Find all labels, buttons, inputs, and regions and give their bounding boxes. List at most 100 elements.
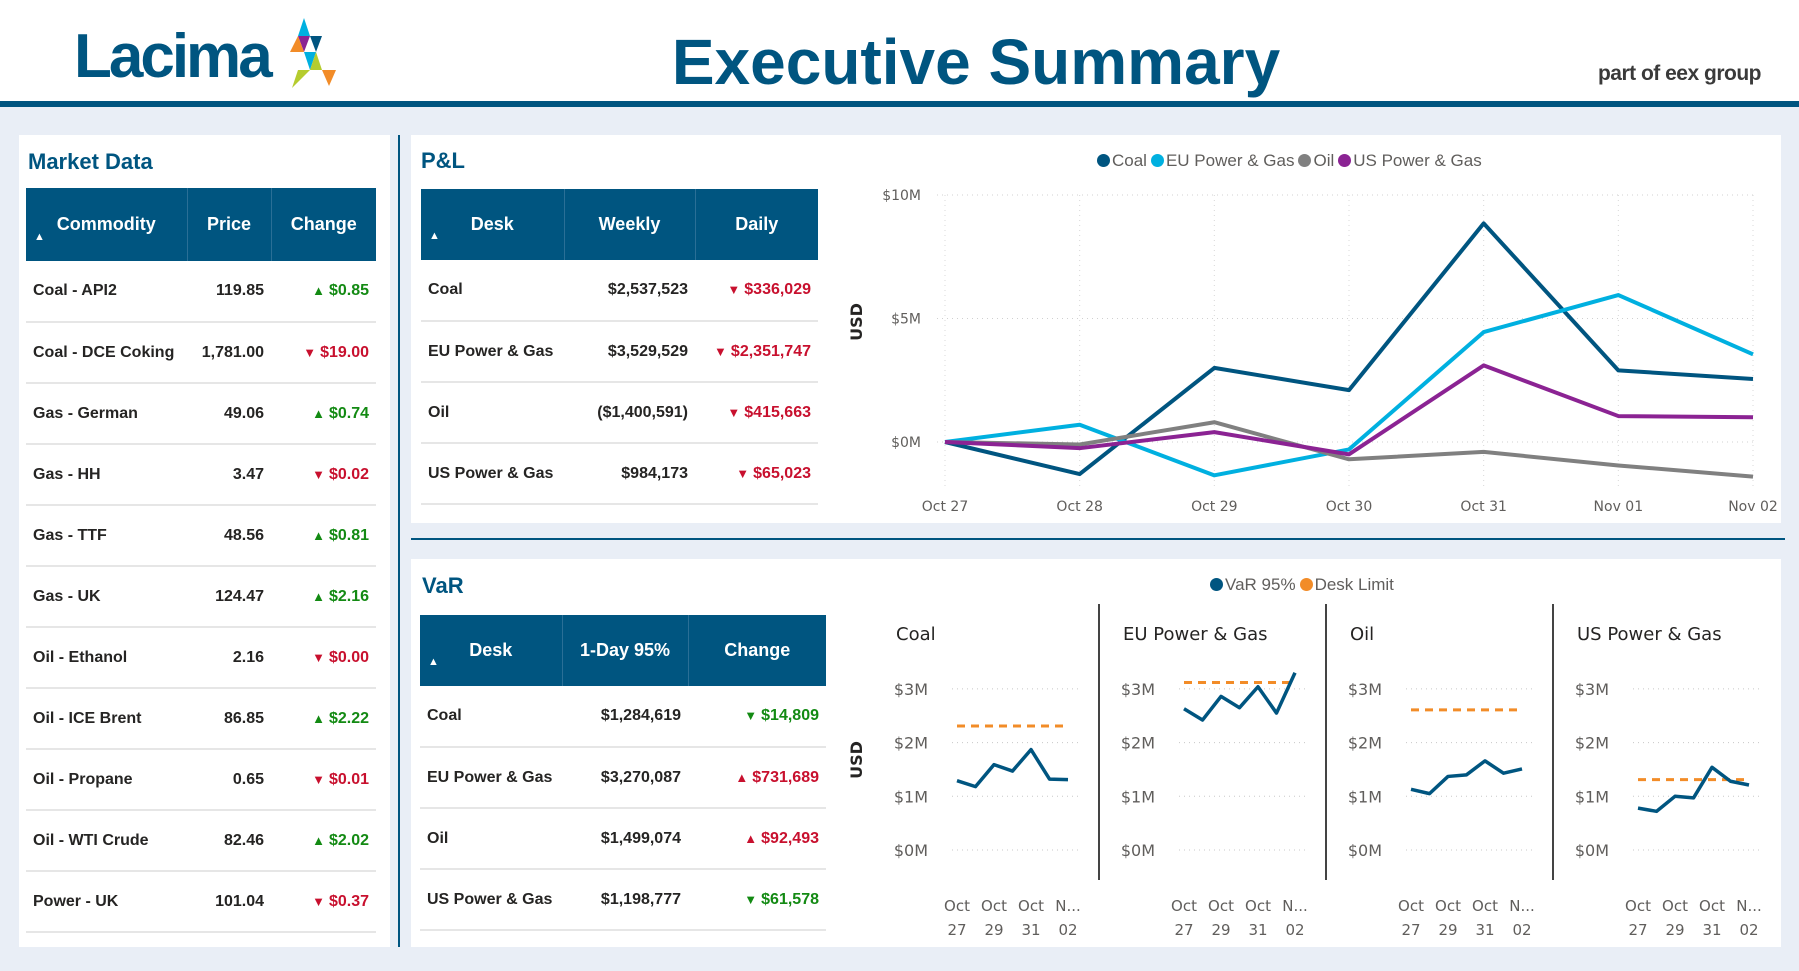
price-cell: 0.65 bbox=[187, 749, 271, 811]
table-row[interactable]: Gas - HH 3.47 ▼ $0.02 bbox=[26, 444, 376, 506]
x-tick-label: Oct bbox=[1699, 897, 1725, 915]
table-row[interactable]: Oil $1,499,074 ▲ $92,493 bbox=[420, 808, 826, 870]
change-cell: ▼ $61,578 bbox=[688, 869, 826, 931]
table-row[interactable]: Coal $1,284,619 ▼ $14,809 bbox=[420, 686, 826, 748]
column-header-1day-95[interactable]: 1-Day 95% bbox=[562, 615, 689, 686]
x-tick-label: 27 bbox=[1401, 921, 1420, 939]
legend-item[interactable]: Oil bbox=[1313, 151, 1335, 170]
legend-item[interactable]: US Power & Gas bbox=[1353, 151, 1482, 170]
price-cell: 101.04 bbox=[187, 871, 271, 933]
y-tick-label: $3M bbox=[1121, 680, 1155, 699]
column-header-desk[interactable]: Desk ▲ bbox=[420, 615, 563, 686]
column-header-price[interactable]: Price bbox=[187, 188, 272, 261]
change-value: $2.02 bbox=[328, 831, 369, 849]
table-row[interactable]: EU Power & Gas $3,529,529 ▼ $2,351,747 bbox=[421, 321, 818, 383]
var-panel-coal: Coal $0M $1M $2M $3M Oct 27 Oct 29 Oct 31 N... 02 bbox=[894, 624, 1081, 939]
table-row[interactable]: US Power & Gas $984,173 ▼ $65,023 bbox=[421, 443, 818, 505]
table-row[interactable]: Oil ($1,400,591) ▼ $415,663 bbox=[421, 382, 818, 444]
y-tick-label: $2M bbox=[1348, 734, 1382, 753]
change-value: $0.81 bbox=[328, 526, 369, 544]
column-header-daily[interactable]: Daily bbox=[695, 189, 818, 260]
legend-dot-icon bbox=[1150, 154, 1164, 167]
table-row[interactable]: Power - UK 101.04 ▼ $0.37 bbox=[26, 871, 376, 933]
var-95-line[interactable] bbox=[1183, 672, 1297, 722]
series-line-us-power-gas[interactable] bbox=[944, 363, 1754, 457]
price-cell: 124.47 bbox=[187, 566, 271, 628]
triangle-down-icon: ▼ bbox=[312, 649, 325, 665]
column-header-desk[interactable]: Desk ▲ bbox=[421, 189, 565, 260]
change-value: $61,578 bbox=[761, 890, 819, 908]
commodity-cell: Gas - German bbox=[26, 383, 187, 445]
change-value: $336,029 bbox=[744, 281, 811, 298]
column-header-commodity[interactable]: Commodity ▲ bbox=[26, 188, 188, 261]
change-cell: ▼ $0.37 bbox=[271, 871, 376, 933]
change-cell: ▼ $336,029 bbox=[695, 260, 818, 322]
series-line-coal[interactable] bbox=[944, 221, 1754, 477]
sort-ascending-icon: ▲ bbox=[34, 231, 45, 243]
x-tick-label: Oct 30 bbox=[1326, 499, 1372, 515]
var-small-multiples-chart: USD Coal $0M $1M $2M $3M Oct 27 Oct 29 Oct 31 N... 02… bbox=[847, 604, 1762, 939]
table-row[interactable]: Oil - Propane 0.65 ▼ $0.01 bbox=[26, 749, 376, 811]
column-header-change[interactable]: Change bbox=[271, 188, 376, 261]
triangle-down-icon: ▼ bbox=[312, 893, 325, 909]
table-row[interactable]: Oil - ICE Brent 86.85 ▲ $2.22 bbox=[26, 688, 376, 750]
change-value: $0.37 bbox=[328, 892, 369, 910]
triangle-up-icon: ▲ bbox=[744, 830, 758, 846]
x-tick-label: 29 bbox=[1211, 921, 1230, 939]
commodity-cell: Gas - UK bbox=[26, 566, 187, 628]
var-panel-eu-power-gas: EU Power & Gas $0M $1M $2M $3M Oct 27 Oct 29 Oct 3… bbox=[1098, 604, 1308, 939]
commodity-cell: Gas - HH bbox=[26, 444, 187, 506]
table-row[interactable]: EU Power & Gas $3,270,087 ▲ $731,689 bbox=[420, 747, 826, 809]
column-header-weekly[interactable]: Weekly bbox=[564, 189, 696, 260]
legend-item[interactable]: Desk Limit bbox=[1314, 575, 1394, 594]
y-tick-label: $3M bbox=[1348, 680, 1382, 699]
sort-ascending-icon: ▲ bbox=[428, 656, 439, 668]
table-row[interactable]: Coal $2,537,523 ▼ $336,029 bbox=[421, 260, 818, 322]
commodity-cell: Oil - ICE Brent bbox=[26, 688, 187, 750]
price-cell: 48.56 bbox=[187, 505, 271, 567]
desk-cell: EU Power & Gas bbox=[421, 321, 564, 383]
legend-dot-icon bbox=[1299, 578, 1313, 591]
var-95-line[interactable] bbox=[1637, 765, 1750, 814]
price-cell: 49.06 bbox=[187, 383, 271, 445]
series-line-oil[interactable] bbox=[944, 420, 1754, 479]
y-tick-label: $1M bbox=[1348, 787, 1382, 806]
var-95-line[interactable] bbox=[1410, 759, 1523, 796]
table-row[interactable]: Coal - DCE Coking 1,781.00 ▼ $19.00 bbox=[26, 322, 376, 384]
var-panel-oil: Oil $0M $1M $2M $3M Oct 27 Oct 29 Oct 31 N... 02 bbox=[1325, 604, 1535, 939]
legend-item[interactable]: VaR 95% bbox=[1225, 575, 1296, 594]
commodity-cell: Power - UK bbox=[26, 871, 187, 933]
change-value: $0.02 bbox=[328, 465, 369, 483]
series-line-eu-power-gas[interactable] bbox=[944, 293, 1754, 478]
x-tick-label: Oct bbox=[1018, 897, 1044, 915]
change-value: $415,663 bbox=[744, 403, 811, 421]
change-cell: ▼ $415,663 bbox=[695, 382, 818, 444]
triangle-down-icon: ▼ bbox=[727, 404, 741, 420]
y-tick-label: $2M bbox=[894, 734, 928, 753]
table-row[interactable]: Gas - UK 124.47 ▲ $2.16 bbox=[26, 566, 376, 628]
x-tick-label: Oct 27 bbox=[922, 499, 968, 515]
x-tick-label: Oct bbox=[1625, 897, 1651, 915]
legend-item[interactable]: Coal bbox=[1112, 151, 1147, 170]
column-header-change[interactable]: Change bbox=[688, 615, 826, 686]
panel-title: Coal bbox=[896, 624, 936, 645]
logo-triangles-icon bbox=[290, 18, 336, 88]
sort-ascending-icon: ▲ bbox=[429, 230, 440, 242]
table-row[interactable]: Oil - WTI Crude 82.46 ▲ $2.02 bbox=[26, 810, 376, 872]
y-tick-label: $0M bbox=[1348, 841, 1382, 860]
header-divider bbox=[0, 101, 1799, 107]
table-row[interactable]: Oil - Ethanol 2.16 ▼ $0.00 bbox=[26, 627, 376, 689]
var-legend: VaR 95% Desk Limit bbox=[1206, 575, 1394, 595]
y-tick-label: $3M bbox=[894, 680, 928, 699]
table-row[interactable]: Gas - TTF 48.56 ▲ $0.81 bbox=[26, 505, 376, 567]
x-tick-label: 31 bbox=[1021, 921, 1040, 939]
legend-item[interactable]: EU Power & Gas bbox=[1165, 151, 1295, 170]
market-data-title: Market Data bbox=[28, 149, 153, 174]
y-tick-label: $10M bbox=[882, 188, 921, 204]
price-cell: 2.16 bbox=[187, 627, 271, 689]
triangle-down-icon: ▼ bbox=[303, 344, 317, 360]
table-row[interactable]: Coal - API2 119.85 ▲ $0.85 bbox=[26, 261, 376, 323]
var-95-line[interactable] bbox=[956, 747, 1069, 789]
table-row[interactable]: Gas - German 49.06 ▲ $0.74 bbox=[26, 383, 376, 445]
table-row[interactable]: US Power & Gas $1,198,777 ▼ $61,578 bbox=[420, 869, 826, 931]
